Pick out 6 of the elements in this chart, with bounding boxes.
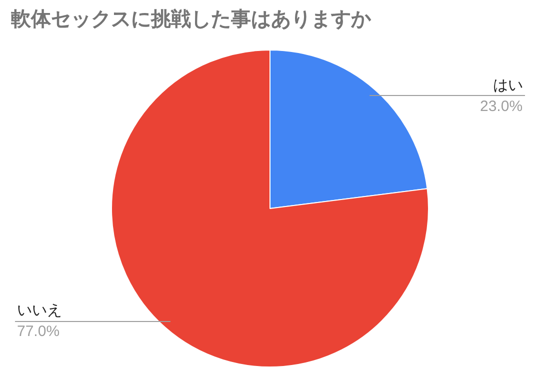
chart-title: 軟体セックスに挑戦した事はありますか: [10, 6, 372, 30]
data-label: 23.0%: [480, 98, 523, 115]
slice-label: いいえ: [17, 301, 62, 319]
data-label: 77.0%: [17, 323, 60, 340]
pie-slice: [111, 50, 429, 368]
slice-label: はい: [493, 76, 523, 94]
